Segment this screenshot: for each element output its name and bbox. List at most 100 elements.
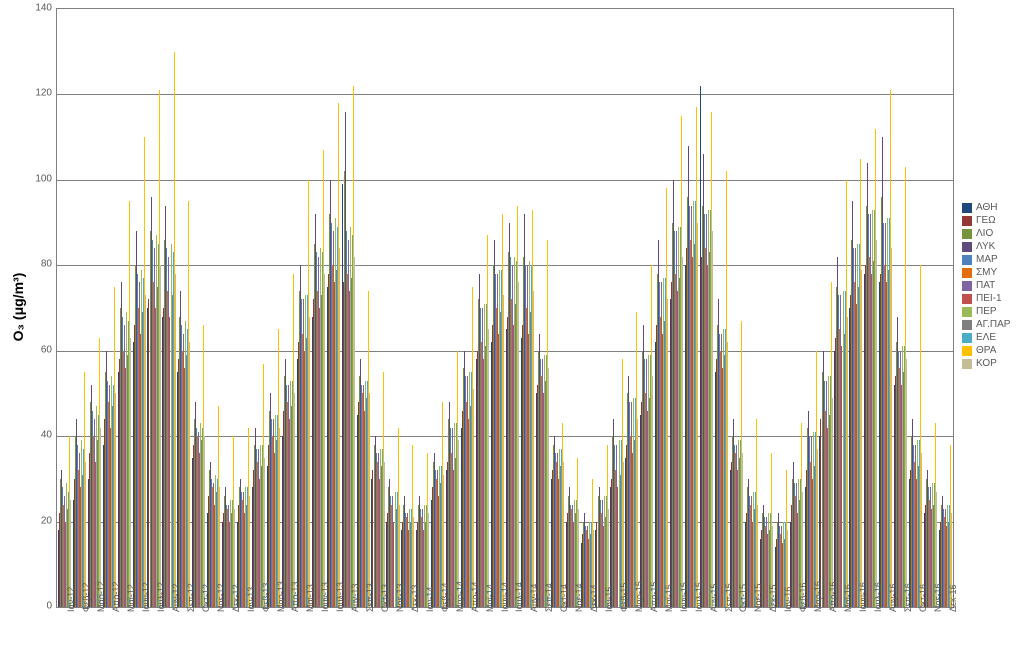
category-group (252, 9, 265, 607)
category-group (536, 9, 549, 607)
x-tick-label: Αυγ-12 (171, 584, 181, 612)
category-group (924, 9, 937, 607)
category-group (909, 9, 922, 607)
category-group (640, 9, 653, 607)
y-tick-label: 40 (41, 430, 52, 441)
legend-label: ΠΕΙ-1 (976, 293, 1002, 304)
o3-monthly-chart: O₃ (μg/m³) 020406080100120140 Ιαν-12Φεβ-… (0, 0, 1024, 666)
category-group (805, 9, 818, 607)
x-tick-label: Αυγ-16 (888, 584, 898, 612)
category-group (730, 9, 743, 607)
x-tick-label: Μαρ-16 (813, 581, 823, 612)
x-tick-label: Φεβ-12 (81, 583, 91, 612)
legend-swatch (962, 203, 972, 213)
x-tick-label: Αυγ-15 (709, 584, 719, 612)
legend-item: ΓΕΩ (962, 215, 1010, 226)
bar (100, 428, 101, 607)
legend-label: ΛΙΟ (976, 228, 993, 239)
x-tick-label: Απρ-15 (649, 582, 659, 612)
category-group (595, 9, 608, 607)
x-tick-label: Μαϊ-15 (664, 584, 674, 612)
bar (876, 240, 877, 607)
x-tick-label: Φεβ-13 (261, 583, 271, 612)
category-group (162, 9, 175, 607)
category-group (685, 9, 698, 607)
legend-item: ΠΑΤ (962, 280, 1010, 291)
x-tick-label: Νοε-14 (574, 583, 584, 612)
x-tick-label: Οκτ-13 (380, 584, 390, 612)
category-group (581, 9, 594, 607)
category-group (73, 9, 86, 607)
y-tick-label: 80 (41, 259, 52, 270)
category-group (88, 9, 101, 607)
x-tick-label: Αυγ-14 (529, 584, 539, 612)
x-tick-label: Μαρ-15 (634, 581, 644, 612)
bar (130, 338, 131, 607)
category-group (655, 9, 668, 607)
legend-item: ΛΙΟ (962, 228, 1010, 239)
bar (533, 291, 534, 607)
x-tick-label: Οκτ-16 (918, 584, 928, 612)
bar (145, 295, 146, 607)
category-group (745, 9, 758, 607)
legend-swatch (962, 333, 972, 343)
legend: ΑΘΗΓΕΩΛΙΟΛΥΚΜΑΡΣΜΥΠΑΤΠΕΙ-1ΠΕΡΑΓ.ΠΑΡΕΛΕΘΡ… (962, 200, 1010, 371)
legend-item: ΜΑΡ (962, 254, 1010, 265)
legend-label: ΛΥΚ (976, 241, 995, 252)
x-tick-label: Ιαν-16 (783, 587, 793, 612)
legend-swatch (962, 320, 972, 330)
legend-item: ΘΡΑ (962, 345, 1010, 356)
category-group (58, 9, 71, 607)
x-tick-label: Δεκ-12 (231, 584, 241, 612)
x-tick-label: Ιουλ-12 (156, 582, 166, 612)
category-group (282, 9, 295, 607)
category-group (491, 9, 504, 607)
legend-label: ΑΓ.ΠΑΡ (976, 319, 1010, 330)
x-tick-label: Δεκ-13 (410, 584, 420, 612)
y-tick-label: 20 (41, 515, 52, 526)
bar (832, 398, 833, 607)
x-tick-label: Ιαν-12 (66, 587, 76, 612)
category-group (327, 9, 340, 607)
category-group (446, 9, 459, 607)
bar (727, 342, 728, 607)
x-tick-label: Νοε-13 (395, 583, 405, 612)
category-group (864, 9, 877, 607)
legend-swatch (962, 294, 972, 304)
bar (189, 342, 190, 607)
x-tick-label: Μαϊ-16 (843, 584, 853, 612)
legend-swatch (962, 242, 972, 252)
x-tick-label: Ιουν-13 (320, 582, 330, 612)
bar (339, 248, 340, 607)
x-tick-label: Οκτ-15 (738, 584, 748, 612)
bar (279, 428, 280, 607)
x-tick-label: Απρ-12 (111, 582, 121, 612)
category-group (670, 9, 683, 607)
legend-swatch (962, 255, 972, 265)
legend-item: ΠΕΙ-1 (962, 293, 1010, 304)
x-tick-label: Σεπ-12 (186, 583, 196, 612)
bar (906, 359, 907, 607)
category-group (207, 9, 220, 607)
bar (503, 295, 504, 607)
bar (697, 223, 698, 607)
category-group (939, 9, 952, 607)
x-tick-label: Μαρ-13 (276, 581, 286, 612)
x-tick-label: Σεπ-16 (903, 583, 913, 612)
category-group (849, 9, 862, 607)
bar (175, 274, 176, 607)
bar (652, 376, 653, 607)
category-group (476, 9, 489, 607)
bar (548, 368, 549, 607)
x-tick-label: Μαϊ-14 (485, 584, 495, 612)
category-group (551, 9, 564, 607)
bar (324, 274, 325, 607)
category-group (312, 9, 325, 607)
category-group (760, 9, 773, 607)
x-tick-label: Δεκ-14 (589, 584, 599, 612)
x-tick-label: Σεπ-14 (544, 583, 554, 612)
legend-item: ΑΘΗ (962, 202, 1010, 213)
category-group (431, 9, 444, 607)
bar (354, 257, 355, 607)
x-tick-label: Ιουν-14 (500, 582, 510, 612)
